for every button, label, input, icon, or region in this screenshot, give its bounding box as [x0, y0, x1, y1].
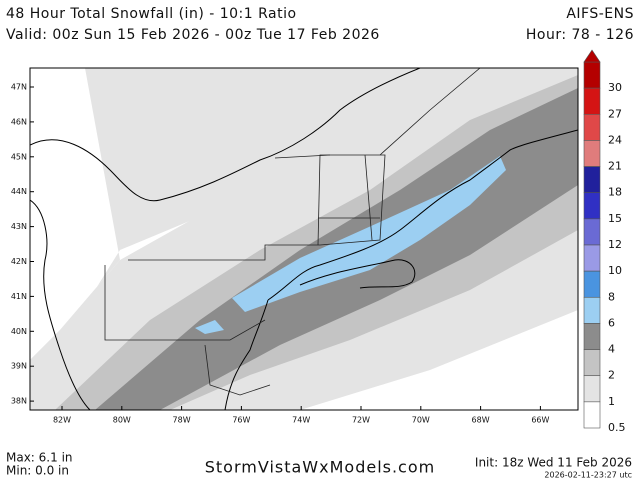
no-snow-region [300, 310, 578, 410]
lon-label: 78W [173, 416, 191, 425]
lon-label: 82W [53, 416, 71, 425]
lat-label: 45N [11, 152, 27, 161]
colorbar-label: 12 [608, 238, 622, 251]
init-time: Init: 18z Wed 11 Feb 2026 [475, 456, 632, 470]
state-border [104, 265, 266, 341]
map-area [29, 67, 579, 411]
colorbar-label: 30 [608, 81, 622, 94]
colorbar-swatch [583, 296, 601, 324]
colorbar-swatch [583, 166, 601, 194]
snow-4-region [232, 156, 506, 312]
colorbar-swatch [583, 113, 601, 141]
colorbar-swatch [583, 349, 601, 377]
lat-label: 46N [11, 117, 27, 126]
colorbar-swatch [583, 244, 601, 272]
colorbar-swatch [583, 323, 601, 350]
colorbar-swatch [583, 192, 601, 220]
lon-label: 72W [352, 416, 370, 425]
title: 48 Hour Total Snowfall (in) - 10:1 Ratio [6, 6, 297, 22]
colorbar-swatch [583, 401, 601, 429]
lon-label: 68W [472, 416, 490, 425]
lon-label: 70W [412, 416, 430, 425]
state-border [274, 68, 481, 241]
model-name: AIFS-ENS [566, 6, 634, 22]
colorbar-swatch [583, 61, 601, 89]
min-value: Min: 0.0 in [6, 464, 69, 478]
lat-label: 40N [11, 327, 27, 336]
colorbar-label: 15 [608, 212, 622, 225]
timestamp: 2026-02-11-23:27 utc [544, 471, 632, 480]
state-border [204, 344, 271, 396]
lon-label: 74W [292, 416, 310, 425]
lat-label: 44N [11, 187, 27, 196]
coastline [30, 199, 91, 410]
snow-0-5-region [30, 68, 380, 410]
lat-label: 39N [11, 362, 27, 371]
lon-label: 80W [113, 416, 131, 425]
colorbar-label: 8 [608, 290, 615, 303]
colorbar-label: 6 [608, 316, 615, 329]
colorbar-label: 10 [608, 264, 622, 277]
site-name: StormVistaWxModels.com [205, 458, 435, 477]
colorbar-swatch [583, 218, 601, 246]
colorbar-label: 18 [608, 186, 622, 199]
lat-label: 42N [11, 257, 27, 266]
coastline [224, 299, 269, 410]
lat-label: 38N [11, 397, 27, 406]
colorbar-label: 1 [608, 395, 615, 408]
lat-label: 47N [11, 83, 27, 92]
colorbar-label: 4 [608, 343, 615, 356]
colorbar-label: 21 [608, 160, 622, 173]
colorbar-arrow-top [583, 49, 601, 63]
lon-label: 66W [531, 416, 549, 425]
colorbar-swatch [583, 270, 601, 298]
colorbar-label: 27 [608, 107, 622, 120]
snow-4-region [195, 320, 224, 334]
colorbar-swatch [583, 375, 601, 403]
coastline [30, 68, 421, 202]
coastline [267, 129, 578, 301]
colorbar-swatch [583, 140, 601, 167]
lat-label: 41N [11, 292, 27, 301]
valid-time: Valid: 00z Sun 15 Feb 2026 - 00z Tue 17 … [6, 27, 380, 43]
colorbar-swatch [583, 87, 601, 115]
forecast-hours: Hour: 78 - 126 [526, 27, 634, 43]
map-frame [29, 67, 579, 411]
colorbar-label: 0.5 [608, 421, 626, 434]
lat-label: 43N [11, 222, 27, 231]
lon-label: 76W [232, 416, 250, 425]
max-value: Max: 6.1 in [6, 451, 73, 465]
colorbar-label: 24 [608, 133, 622, 146]
colorbar-label: 2 [608, 369, 615, 382]
coastline [299, 259, 416, 289]
